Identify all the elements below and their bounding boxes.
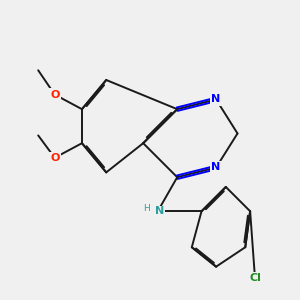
Text: N: N (212, 94, 221, 104)
Text: O: O (50, 153, 59, 163)
Text: N: N (212, 163, 221, 172)
Text: N: N (155, 206, 164, 216)
Text: O: O (50, 90, 59, 100)
Text: Cl: Cl (249, 273, 261, 283)
Text: H: H (143, 204, 150, 213)
